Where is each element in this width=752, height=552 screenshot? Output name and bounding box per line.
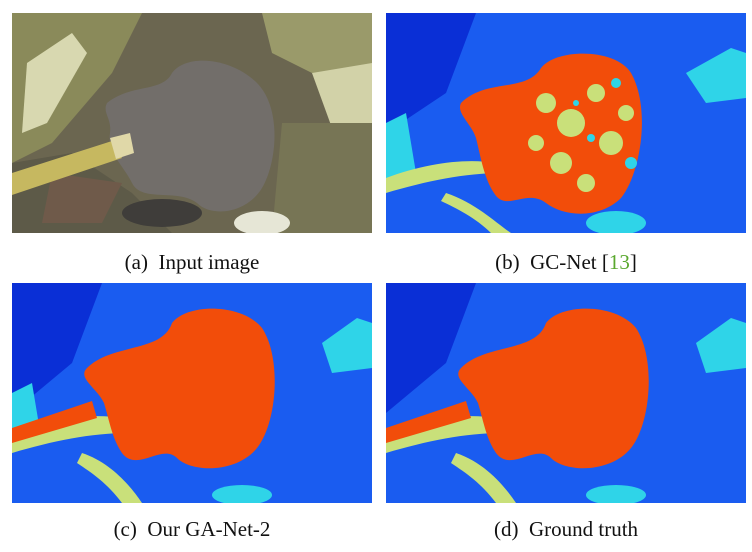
caption-ground-truth: (d) Ground truth	[386, 517, 746, 542]
caption-prefix: (b)	[495, 250, 520, 274]
citation-link[interactable]: 13	[608, 250, 630, 274]
caption-prefix: (a)	[124, 250, 148, 274]
input-image-panel	[12, 13, 372, 233]
caption-suffix: ]	[629, 250, 637, 274]
caption-text: Input image	[158, 250, 260, 274]
ga-net-panel	[12, 283, 372, 503]
caption-text: Ground truth	[528, 517, 639, 541]
caption-gc-net: (b) GC-Net [13]	[386, 250, 746, 275]
caption-prefix: (c)	[113, 517, 137, 541]
caption-text: Our GA-Net-2	[147, 517, 271, 541]
gc-net-disparity-map	[386, 13, 746, 233]
ground-truth-disparity-map	[386, 283, 746, 503]
caption-input-image: (a) Input image	[12, 250, 372, 275]
ground-truth-panel	[386, 283, 746, 503]
gc-net-panel	[386, 13, 746, 233]
caption-ga-net: (c) Our GA-Net-2	[12, 517, 372, 542]
ga-net-disparity-map	[12, 283, 372, 503]
caption-text: GC-Net [	[530, 250, 609, 274]
input-image	[12, 13, 372, 233]
caption-prefix: (d)	[493, 517, 519, 541]
